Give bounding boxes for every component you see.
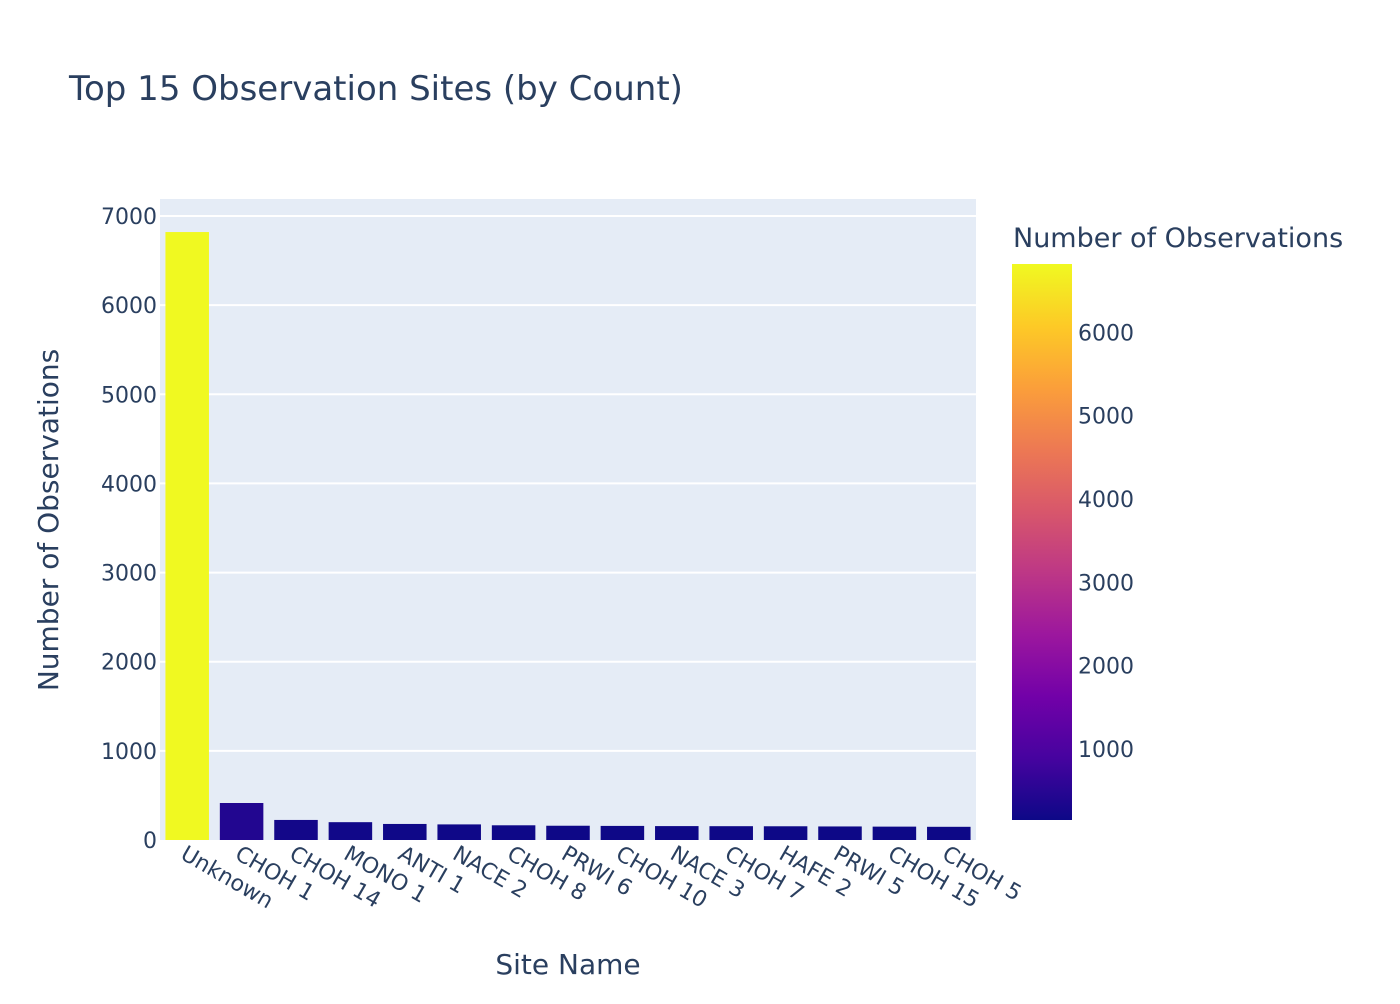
y-tick-label: 5000 xyxy=(101,383,157,408)
chart-title: Top 15 Observation Sites (by Count) xyxy=(68,69,683,109)
bar xyxy=(655,826,699,840)
bar xyxy=(383,823,427,840)
y-tick-label: 7000 xyxy=(101,205,157,230)
y-tick-label: 2000 xyxy=(101,651,157,676)
colorbar-tick-label: 4000 xyxy=(1078,488,1134,513)
y-tick-label: 6000 xyxy=(101,294,157,319)
colorbar-ticks: 1000 2000 3000 4000 5000 6000 xyxy=(1078,321,1134,763)
bar xyxy=(437,824,481,840)
bar xyxy=(219,803,264,840)
bar xyxy=(763,826,808,840)
bar xyxy=(709,826,753,840)
y-axis-ticks: 0 1000 2000 3000 4000 5000 6000 7000 xyxy=(101,205,157,854)
y-axis-label: Number of Observations xyxy=(32,349,65,691)
colorbar-tick-label: 1000 xyxy=(1078,738,1134,763)
y-tick-label: 0 xyxy=(143,829,157,854)
colorbar: Number of Observations 1000 2000 3000 4000 5… xyxy=(1012,223,1343,820)
bar xyxy=(546,825,590,840)
y-tick-label: 3000 xyxy=(101,562,157,587)
bar xyxy=(274,819,318,840)
bar xyxy=(818,826,862,840)
bar xyxy=(872,826,917,840)
bar xyxy=(165,232,209,840)
colorbar-tick-label: 2000 xyxy=(1078,655,1134,680)
y-tick-label: 4000 xyxy=(101,472,157,497)
bar xyxy=(491,825,536,840)
bars xyxy=(165,232,971,840)
bar xyxy=(927,826,971,840)
gridlines xyxy=(160,215,976,752)
colorbar-tick-label: 5000 xyxy=(1078,405,1134,430)
x-axis-label: Site Name xyxy=(495,948,640,981)
y-tick-label: 1000 xyxy=(101,740,157,765)
colorbar-tick-label: 6000 xyxy=(1078,321,1134,346)
plot-area xyxy=(160,199,976,840)
bar xyxy=(328,822,373,840)
colorbar-tick-label: 3000 xyxy=(1078,571,1134,596)
colorbar-gradient xyxy=(1012,264,1072,820)
bar xyxy=(600,825,645,840)
colorbar-title: Number of Observations xyxy=(1013,223,1343,254)
